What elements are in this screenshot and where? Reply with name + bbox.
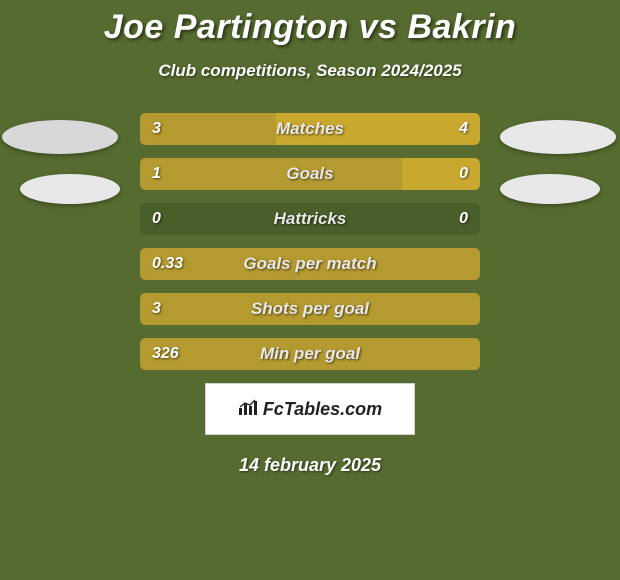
bar-track: Goals1 0 xyxy=(140,158,480,190)
page-title: Joe Partington vs Bakrin xyxy=(0,8,620,47)
stat-value-left: 3 xyxy=(152,293,161,325)
logo-box[interactable]: FcTables.com xyxy=(205,383,415,435)
subtitle: Club competitions, Season 2024/2025 xyxy=(0,61,620,81)
stat-label: Shots per goal xyxy=(140,293,480,325)
stat-row: Hattricks0 0 xyxy=(0,203,620,235)
bar-track: Min per goal326 xyxy=(140,338,480,370)
bar-track: Goals per match0.33 xyxy=(140,248,480,280)
stat-value-right: 0 xyxy=(459,203,468,235)
chart-icon xyxy=(238,398,260,421)
bar-track: Matches3 4 xyxy=(140,113,480,145)
stat-value-left: 326 xyxy=(152,338,179,370)
avatar-ellipse xyxy=(2,120,118,154)
stat-label: Min per goal xyxy=(140,338,480,370)
stat-row: Shots per goal3 xyxy=(0,293,620,325)
stat-value-left: 1 xyxy=(152,158,161,190)
stat-label: Goals xyxy=(140,158,480,190)
bar-track: Hattricks0 0 xyxy=(140,203,480,235)
stat-label: Hattricks xyxy=(140,203,480,235)
date: 14 february 2025 xyxy=(0,455,620,476)
comparison-card: Joe Partington vs Bakrin Club competitio… xyxy=(0,0,620,476)
stat-row: Min per goal326 xyxy=(0,338,620,370)
avatar-ellipse xyxy=(20,174,120,204)
avatar-ellipse xyxy=(500,174,600,204)
logo-text: FcTables.com xyxy=(263,399,382,420)
stat-row: Goals per match0.33 xyxy=(0,248,620,280)
bar-track: Shots per goal3 xyxy=(140,293,480,325)
logo: FcTables.com xyxy=(238,398,382,421)
avatar-ellipse xyxy=(500,120,616,154)
stat-value-left: 0 xyxy=(152,203,161,235)
stat-value-left: 0.33 xyxy=(152,248,183,280)
stat-value-right: 0 xyxy=(459,158,468,190)
stat-label: Matches xyxy=(140,113,480,145)
stat-value-left: 3 xyxy=(152,113,161,145)
stat-value-right: 4 xyxy=(459,113,468,145)
stat-label: Goals per match xyxy=(140,248,480,280)
